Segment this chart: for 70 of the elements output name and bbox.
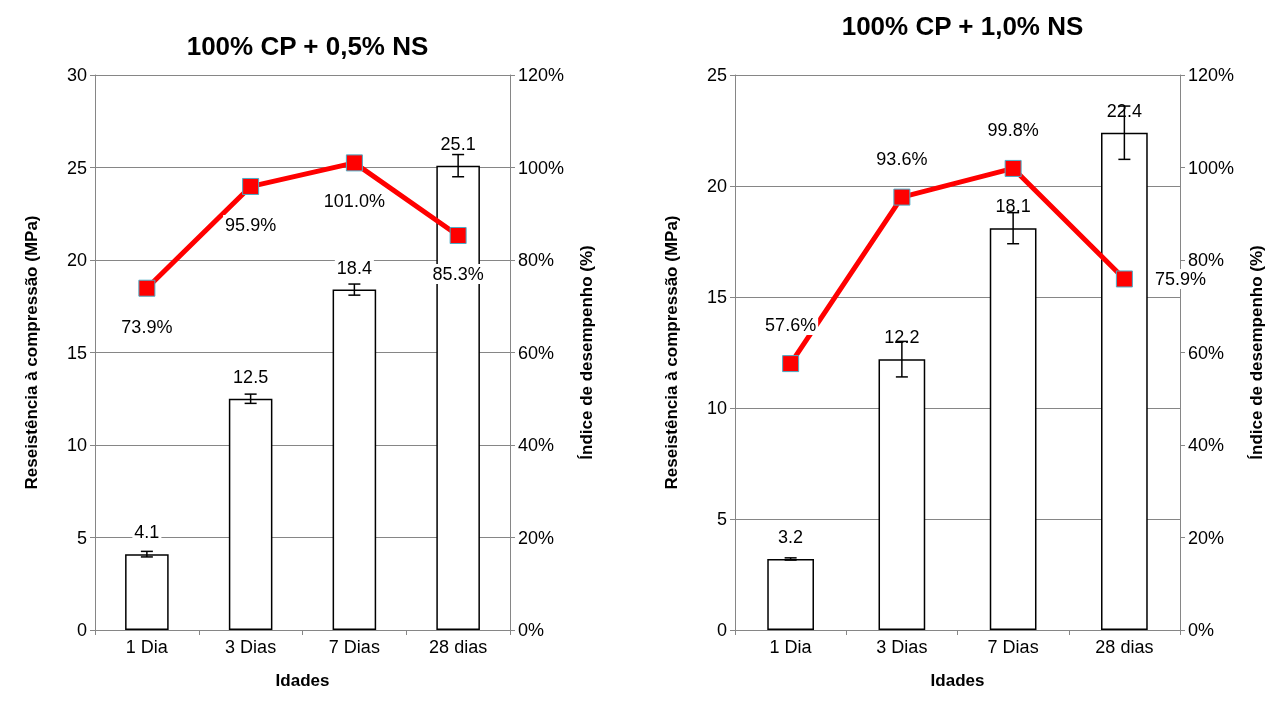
y-tick-label: 5 [76,527,87,548]
data-label: 101.0% [323,191,385,212]
point [138,279,156,297]
y-tick-label: 20 [706,176,727,196]
y2-tick-label: 120% [518,65,565,85]
point [242,177,260,195]
y2-axis-title: Índice de desempenho (%) [1247,245,1266,460]
y2-tick-label: 80% [1188,250,1225,270]
x-tick-label: 1 Dia [125,637,169,657]
y-tick-label: 25 [706,65,727,85]
data-label: 12.5 [233,366,269,387]
x-axis-title: Idades [930,671,985,690]
x-tick-label: 3 Dias [225,637,277,657]
x-tick-label: 3 Dias [876,637,928,657]
data-label: 4.1 [134,522,160,543]
x-tick-label: 7 Dias [987,637,1039,657]
y2-tick-label: 20% [1188,527,1225,548]
y-tick-label: 0 [76,620,87,640]
y2-tick-label: 20% [518,527,555,548]
y2-tick-label: 60% [518,342,555,363]
point [893,188,911,206]
point [782,355,800,373]
data-label: 85.3% [432,263,484,284]
y-tick-label: 10 [66,435,87,455]
chart-title: 100% CP + 1,0% NS [841,11,1084,41]
x-axis-title: Idades [275,671,330,690]
data-label: 57.6% [765,315,817,336]
y2-tick-label: 100% [518,157,565,178]
data-label: 99.8% [987,119,1039,140]
y2-tick-label: 100% [1188,157,1235,178]
bar [125,554,169,630]
y-tick-label: 15 [706,287,727,307]
data-label: 25.1 [440,133,476,154]
bar [767,558,814,630]
y2-tick-label: 0% [1188,620,1215,640]
y2-tick-label: 60% [1188,342,1225,363]
data-label: 93.6% [876,148,928,169]
y-tick-label: 10 [706,398,727,418]
bar [332,289,377,630]
data-label: 75.9% [1154,268,1206,289]
bar [228,398,273,630]
data-label: 12.2 [884,327,920,348]
x-tick-label: 1 Dia [769,637,813,657]
y-axis-title: Reseistência à compressão (MPa) [662,215,681,490]
x-tick-label: 7 Dias [328,637,380,657]
y2-tick-label: 80% [518,250,555,270]
y-tick-label: 30 [66,65,87,85]
x-tick-label: 28 dias [429,637,488,657]
data-label: 18.4 [336,257,372,278]
y-tick-label: 5 [716,509,727,529]
y-tick-label: 15 [66,342,87,363]
y2-axis-title: Índice de desempenho (%) [577,245,596,460]
chart-title: 100% CP + 0,5% NS [186,31,429,61]
y-tick-label: 0 [716,620,727,640]
data-label: 18.1 [995,196,1031,217]
y2-tick-label: 120% [1188,65,1235,85]
point [345,154,363,172]
y2-tick-label: 0% [518,620,545,640]
data-label: 73.9% [121,316,173,337]
x-tick-label: 28 dias [1095,637,1154,657]
y-axis-title: Reseistência à compressão (MPa) [22,215,41,490]
y2-tick-label: 40% [518,435,555,455]
y2-tick-label: 40% [1188,435,1225,455]
data-label: 3.2 [778,526,804,547]
data-label: 95.9% [225,214,277,235]
y-tick-label: 20 [66,250,87,270]
point [1115,270,1133,288]
y-tick-label: 25 [66,157,87,178]
point [1004,159,1022,177]
point [449,226,467,244]
